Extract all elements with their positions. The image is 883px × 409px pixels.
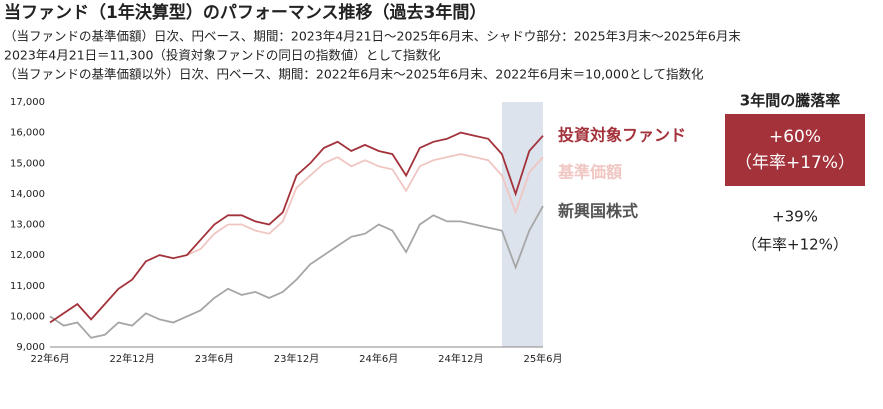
y-tick-label: 13,000 — [10, 220, 45, 231]
return-total: +60% — [769, 127, 821, 147]
y-tick-label: 15,000 — [10, 158, 45, 169]
returns-title: 3年間の騰落率 — [740, 92, 840, 110]
return-annual: （年率+12%） — [742, 236, 848, 254]
y-tick-label: 16,000 — [10, 128, 45, 139]
x-tick-label: 23年12月 — [274, 352, 319, 365]
y-tick-label: 10,000 — [10, 311, 45, 322]
legend-label: 新興国株式 — [558, 202, 638, 221]
return-annual: （年率+17%） — [735, 153, 855, 173]
x-tick-label: 24年12月 — [438, 352, 483, 365]
y-tick-label: 12,000 — [10, 250, 45, 261]
series-line — [186, 153, 544, 256]
series-line — [49, 131, 544, 324]
series-line — [49, 205, 544, 339]
x-tick-label: 22年12月 — [109, 352, 154, 365]
y-tick-label: 17,000 — [10, 97, 45, 108]
y-tick-label: 11,000 — [10, 281, 45, 292]
returns-box — [725, 114, 865, 186]
y-tick-label: 14,000 — [10, 189, 45, 200]
x-tick-label: 24年6月 — [359, 352, 398, 365]
note: 2023年4月21日＝11,300（投資対象ファンドの同日の指数値）として指数化 — [4, 48, 441, 63]
x-tick-label: 22年6月 — [30, 352, 69, 365]
note: （当ファンドの基準価額）日次、円ベース、期間：2023年4月21日～2025年6… — [4, 29, 741, 44]
chart-title: 当ファンド（1年決算型）のパフォーマンス推移（過去3年間） — [4, 2, 486, 23]
x-tick-label: 25年6月 — [523, 352, 562, 365]
y-tick-label: 9,000 — [16, 342, 45, 353]
legend-label: 投資対象ファンド — [558, 126, 686, 145]
x-tick-label: 23年6月 — [195, 352, 234, 365]
note: （当ファンドの基準価額以外）日次、円ベース、期間：2022年6月末～2025年6… — [4, 67, 704, 82]
shade — [501, 102, 543, 347]
return-total: +39% — [772, 208, 818, 226]
legend-label: 基準価額 — [557, 163, 622, 182]
